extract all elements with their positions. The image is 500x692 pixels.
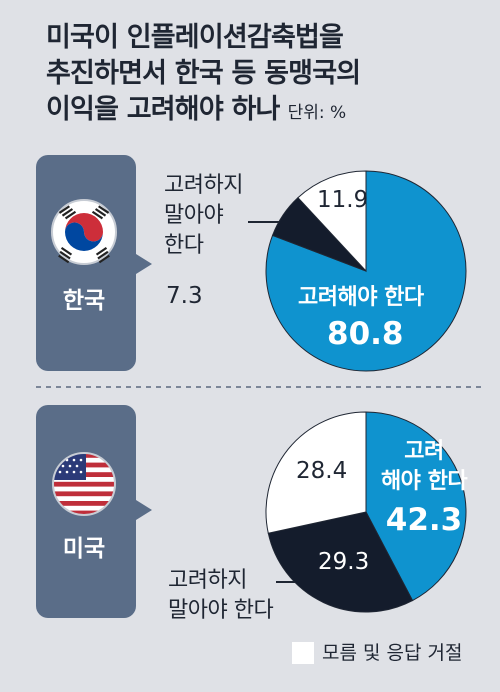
korea-not-consider-line-2: 말아야	[164, 203, 224, 228]
usa-consider-value: 42.3	[385, 502, 463, 538]
korea-country-label: 한국	[63, 288, 105, 314]
usa-unknown-value: 28.4	[296, 458, 348, 484]
usa-not-consider-line-2: 말아야 한다	[168, 598, 274, 623]
korea-not-consider-label: 고려하지 말아야 한다	[164, 171, 243, 261]
korea-slice-unknown	[297, 170, 367, 273]
usa-consider-label: 고려 해야 한다	[372, 437, 476, 497]
legend-label-unknown: 모름 및 응답 거절	[322, 642, 463, 664]
usa-slice-consider	[365, 411, 467, 602]
usa-consider-line-1: 고려	[404, 439, 444, 464]
title-line-1: 미국이 인플레이션감축법을	[46, 22, 344, 53]
korea-not-consider-value: 7.3	[166, 283, 203, 309]
korea-flag-icon	[51, 199, 117, 265]
chart-title: 미국이 인플레이션감축법을 추진하면서 한국 등 동맹국의 이익을 고려해야 하…	[46, 20, 361, 131]
korea-unknown-value: 11.9	[317, 187, 369, 213]
korea-not-consider-line-3: 한다	[164, 233, 204, 258]
usa-slice-unknown	[265, 411, 367, 534]
korea-not-consider-line-1: 고려하지	[164, 173, 243, 198]
usa-consider-line-2: 해야 한다	[380, 469, 468, 494]
title-line-3: 이익을 고려해야 하나 단위: %	[46, 92, 360, 131]
korea-pie	[265, 170, 467, 372]
usa-not-consider-label: 고려하지 말아야 한다	[168, 566, 274, 626]
korea-consider-value: 80.8	[327, 316, 404, 352]
usa-not-consider-line-1: 고려하지	[168, 568, 247, 593]
usa-pie	[265, 411, 467, 613]
usa-flag-icon	[52, 452, 116, 516]
usa-slice-not-consider	[267, 511, 414, 613]
legend-swatch-unknown	[292, 642, 314, 664]
usa-country-label: 미국	[63, 536, 105, 562]
title-line-3-text: 이익을 고려해야 하나	[46, 94, 280, 125]
usa-not-consider-value: 29.3	[318, 549, 370, 575]
unit-label: 단위: %	[287, 103, 347, 123]
title-line-2: 추진하면서 한국 등 동맹국의	[46, 58, 361, 89]
korea-consider-label: 고려해야 한다	[298, 285, 424, 310]
